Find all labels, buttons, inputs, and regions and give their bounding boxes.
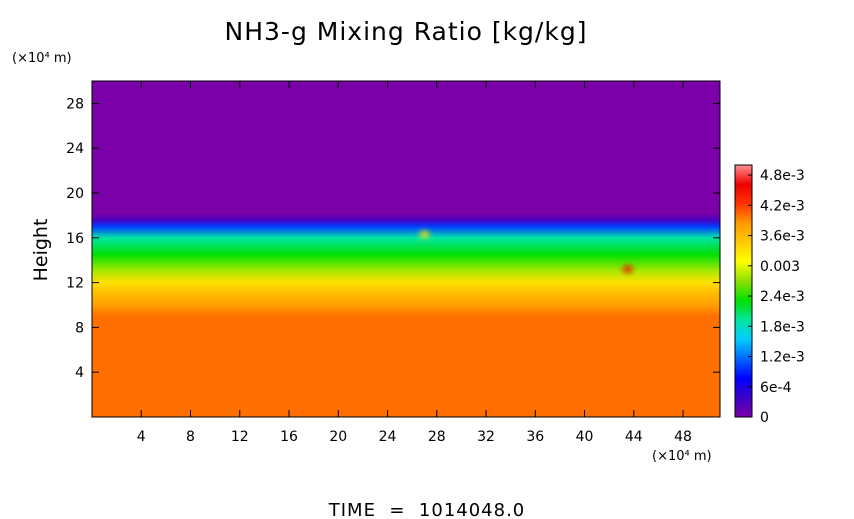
heatmap-field xyxy=(92,81,720,417)
colorbar-ticks: 0 6e-4 1.2e-3 1.8e-3 2.4e-3 0.003 3.6e-3 4.2e-3… xyxy=(748,168,805,426)
plot-area xyxy=(92,81,720,417)
x-tick-label: 36 xyxy=(526,429,544,445)
colorbar xyxy=(734,164,753,418)
x-unit-label: (×10⁴ m) xyxy=(652,449,712,464)
x-tick-label: 8 xyxy=(186,429,195,445)
field-feature xyxy=(622,265,633,273)
y-tick-label: 24 xyxy=(66,141,84,157)
colorbar-tick-label: 1.2e-3 xyxy=(760,350,805,366)
plot-frame xyxy=(91,80,721,418)
x-tick-label: 24 xyxy=(379,429,397,445)
colorbar-tick-label: 4.8e-3 xyxy=(760,168,805,184)
colorbar-tick-label: 4.2e-3 xyxy=(760,198,805,214)
y-unit-label: (×10⁴ m) xyxy=(12,51,72,66)
x-tick-label: 44 xyxy=(625,429,643,445)
x-tick-label: 28 xyxy=(428,429,446,445)
time-footer: TIME = 1014048.0 xyxy=(328,500,526,519)
x-tick-label: 40 xyxy=(576,429,594,445)
colorbar-tick-label: 3.6e-3 xyxy=(760,229,805,245)
y-axis: 4 8 12 16 20 24 28 xyxy=(66,96,720,381)
colorbar-tick-label: 0.003 xyxy=(760,259,800,275)
y-tick-label: 28 xyxy=(66,96,84,112)
x-tick-label: 20 xyxy=(329,429,347,445)
y-tick-label: 12 xyxy=(66,276,84,292)
y-axis-label: Height xyxy=(30,219,52,282)
colorbar-tick-label: 0 xyxy=(760,410,769,426)
y-tick-label: 4 xyxy=(75,365,84,381)
colorbar-tick-label: 2.4e-3 xyxy=(760,289,805,305)
x-tick-label: 16 xyxy=(280,429,298,445)
colorbar-tick-label: 1.8e-3 xyxy=(760,319,805,335)
y-tick-label: 16 xyxy=(66,231,84,247)
x-tick-label: 32 xyxy=(477,429,495,445)
chart-title: NH3-g Mixing Ratio [kg/kg] xyxy=(225,17,588,46)
field-features xyxy=(419,230,633,273)
x-tick-label: 4 xyxy=(137,429,146,445)
colorbar-tick-label: 6e-4 xyxy=(760,380,792,396)
y-tick-label: 20 xyxy=(66,186,84,202)
x-tick-label: 12 xyxy=(231,429,249,445)
field-feature xyxy=(419,230,430,238)
y-tick-label: 8 xyxy=(75,320,84,336)
x-axis: 4 8 12 16 20 24 28 32 36 40 44 48 xyxy=(137,81,692,445)
x-tick-label: 48 xyxy=(674,429,692,445)
